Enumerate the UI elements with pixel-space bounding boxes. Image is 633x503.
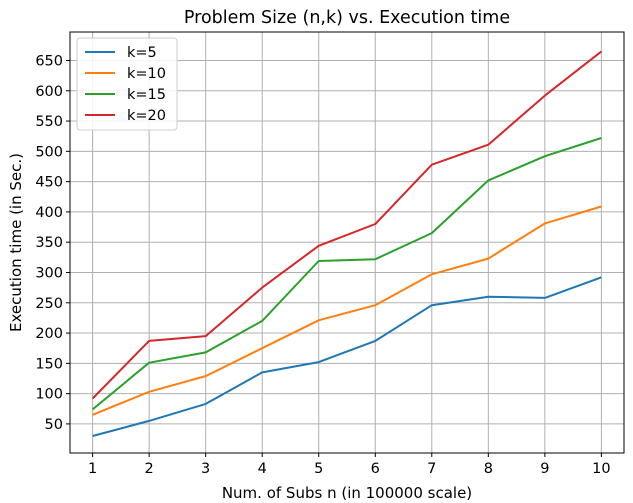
series-line-k=15 bbox=[91, 137, 602, 411]
y-tick-label: 350 bbox=[35, 235, 63, 251]
x-axis-title: Num. of Subs n (in 100000 scale) bbox=[222, 484, 472, 502]
x-tick-label: 1 bbox=[88, 461, 97, 477]
plot-series bbox=[91, 50, 603, 437]
y-tick-label: 100 bbox=[35, 387, 63, 403]
series-line-k=5 bbox=[92, 276, 602, 437]
x-tick-label: 4 bbox=[258, 461, 267, 477]
y-tick-label: 500 bbox=[35, 144, 63, 160]
legend-label: k=15 bbox=[127, 87, 166, 103]
y-axis-ticks: 50 100 150 200 250 300 350 400 450 500 550 600 650 bbox=[35, 53, 70, 433]
legend: k=5 k=10 k=15 k=20 bbox=[76, 37, 178, 131]
y-tick-label: 600 bbox=[35, 84, 63, 100]
y-tick-label: 200 bbox=[35, 326, 63, 342]
x-tick-label: 8 bbox=[484, 461, 493, 477]
series-line-k=20 bbox=[91, 50, 603, 400]
y-tick-label: 550 bbox=[35, 114, 63, 130]
legend-box bbox=[76, 37, 178, 131]
y-tick-label: 300 bbox=[35, 265, 63, 281]
x-tick-label: 10 bbox=[592, 461, 610, 477]
y-tick-label: 400 bbox=[35, 205, 63, 221]
y-axis-title: Execution time (in Sec.) bbox=[7, 153, 25, 332]
y-tick-label: 150 bbox=[35, 356, 63, 372]
x-tick-label: 7 bbox=[427, 461, 436, 477]
y-tick-label: 650 bbox=[35, 53, 63, 69]
legend-label: k=20 bbox=[127, 108, 166, 124]
chart-title: Problem Size (n,k) vs. Execution time bbox=[184, 8, 510, 28]
x-axis-ticks: 1 2 3 4 5 6 7 8 9 10 bbox=[88, 453, 611, 477]
series-line-k=10 bbox=[92, 205, 602, 416]
x-tick-label: 2 bbox=[145, 461, 154, 477]
x-tick-label: 6 bbox=[371, 461, 380, 477]
legend-label: k=10 bbox=[127, 66, 166, 82]
x-tick-label: 3 bbox=[201, 461, 210, 477]
legend-label: k=5 bbox=[127, 45, 157, 61]
x-tick-label: 9 bbox=[540, 461, 549, 477]
y-tick-label: 250 bbox=[35, 296, 63, 312]
y-tick-label: 50 bbox=[45, 417, 63, 433]
grid bbox=[70, 32, 624, 453]
y-tick-label: 450 bbox=[35, 175, 63, 191]
x-tick-label: 5 bbox=[314, 461, 323, 477]
